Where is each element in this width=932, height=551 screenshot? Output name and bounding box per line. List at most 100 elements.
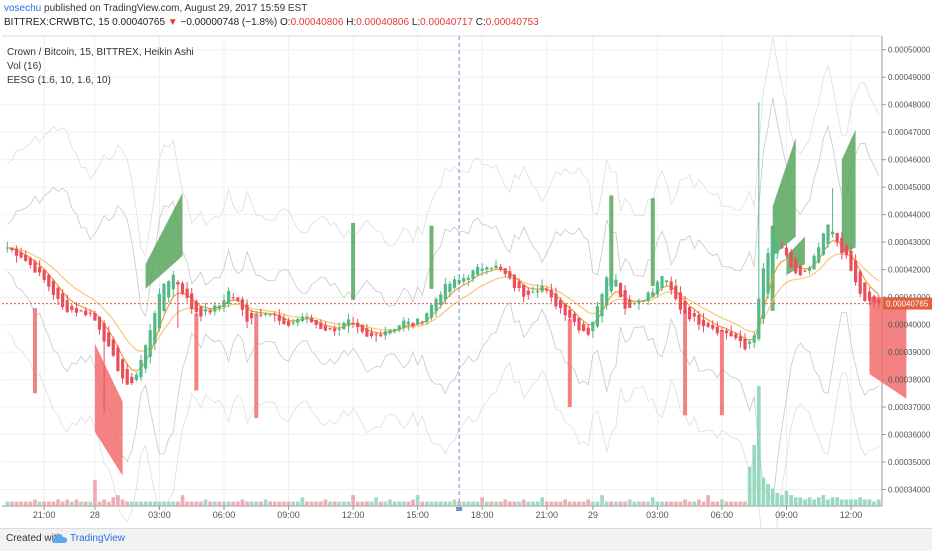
- candle-body: [102, 323, 106, 342]
- volume-bar: [853, 499, 858, 506]
- y-tick-label: 0.00042000: [888, 266, 931, 275]
- volume-bar: [212, 501, 217, 506]
- y-tick-label: 0.00047000: [888, 128, 931, 137]
- signal-spike-down: [719, 330, 724, 416]
- candle-body: [356, 322, 360, 328]
- legend-volume[interactable]: Vol (16): [7, 61, 42, 72]
- volume-bar: [803, 499, 807, 506]
- y-tick-label: 0.00044000: [888, 211, 931, 220]
- candle-body: [208, 310, 212, 313]
- candle-body: [393, 329, 397, 332]
- volume-bar: [521, 499, 526, 506]
- candle-body: [757, 298, 761, 340]
- volume-bar: [134, 501, 139, 506]
- volume-bar: [443, 501, 448, 506]
- candle-body: [854, 260, 858, 283]
- candle-body: [434, 298, 438, 312]
- volume-bar: [259, 501, 263, 506]
- candle-body: [660, 276, 664, 288]
- volume-bar: [664, 501, 669, 506]
- last-price: 0.00040765: [112, 17, 166, 28]
- price-chart[interactable]: 0.00050000 0.00049000 0.00048000 0.00047000…: [0, 0, 932, 528]
- candle-body: [51, 280, 55, 295]
- candle-body: [277, 314, 281, 321]
- candle-body: [268, 314, 272, 316]
- volume-bar: [770, 488, 775, 506]
- x-tick-label: 12:00: [840, 510, 863, 520]
- candle-body: [775, 240, 779, 254]
- volume-bar: [319, 501, 323, 506]
- y-tick-label: 0.00039000: [888, 348, 931, 357]
- candle-body: [508, 271, 512, 279]
- candle-body: [655, 281, 659, 295]
- candle-body: [462, 278, 466, 282]
- candle-body: [605, 277, 609, 306]
- volume-bar: [632, 501, 637, 506]
- volume-bar: [434, 501, 438, 506]
- candle-body: [844, 245, 848, 256]
- signal-fill-down: [94, 343, 123, 476]
- candle-body: [416, 318, 420, 325]
- volume-bar: [591, 501, 595, 506]
- tradingview-link[interactable]: TradingView: [70, 533, 126, 544]
- legend-series-title[interactable]: Crown / Bitcoin, 15, BITTREX, Heikin Ash…: [7, 47, 194, 58]
- candle-body: [485, 267, 489, 270]
- candle-body: [535, 290, 540, 293]
- volume-bar: [798, 497, 803, 506]
- signal-spike-down: [567, 319, 572, 408]
- volume-bar: [646, 501, 650, 506]
- x-tick-label: 21:00: [535, 510, 558, 520]
- volume-bar: [600, 495, 604, 506]
- volume-bar: [411, 499, 415, 506]
- volume-bar: [733, 501, 738, 506]
- volume-bar: [263, 499, 268, 506]
- volume-bar: [660, 501, 664, 506]
- y-tick-label: 0.00046000: [888, 156, 931, 165]
- candle-body: [582, 324, 586, 332]
- candle-body: [153, 313, 157, 344]
- candle-body: [692, 313, 696, 317]
- candle-body: [724, 330, 729, 334]
- candle-body: [512, 274, 516, 288]
- signal-spike-down: [683, 310, 688, 416]
- x-tick-label: 06:00: [711, 510, 734, 520]
- publish-info: vosechu published on TradingView.com, Au…: [4, 3, 307, 14]
- candle-body: [10, 247, 14, 250]
- candle-body: [111, 339, 115, 356]
- candle-body: [803, 270, 807, 272]
- volume-bar: [849, 499, 853, 506]
- candle-body: [794, 259, 798, 273]
- volume-bar: [586, 499, 591, 506]
- candle-body: [107, 332, 111, 347]
- candle-body: [199, 306, 203, 317]
- candle-body: [688, 307, 692, 320]
- volume-bar: [272, 501, 277, 506]
- candle-body: [254, 313, 258, 316]
- volume-bar: [23, 501, 28, 506]
- volume-bar: [627, 499, 632, 506]
- candle-body: [291, 322, 295, 324]
- candle-body: [180, 283, 185, 294]
- volume-bar: [747, 466, 752, 506]
- author-link[interactable]: vosechu: [4, 3, 42, 14]
- candle-body: [360, 324, 364, 332]
- candle-body: [369, 332, 374, 336]
- candle-body: [42, 269, 46, 281]
- candle-body: [190, 293, 194, 310]
- volume-bar: [706, 495, 710, 506]
- candle-body: [310, 317, 314, 323]
- change-down-arrow-icon: ▼: [167, 17, 178, 28]
- candle-body: [683, 301, 687, 314]
- candle-body: [867, 291, 872, 301]
- volume-bar: [669, 501, 674, 506]
- volume-bar: [323, 499, 328, 506]
- volume-bar: [609, 501, 614, 506]
- candle-body: [706, 323, 710, 327]
- candle-body: [97, 316, 102, 330]
- candle-body: [217, 305, 221, 309]
- volume-bar: [51, 501, 56, 506]
- volume-bar: [872, 501, 876, 506]
- legend-eesg[interactable]: EESG (1.6, 10, 1.6, 10): [7, 75, 111, 86]
- candle-body: [701, 319, 706, 327]
- candle-body: [439, 294, 443, 305]
